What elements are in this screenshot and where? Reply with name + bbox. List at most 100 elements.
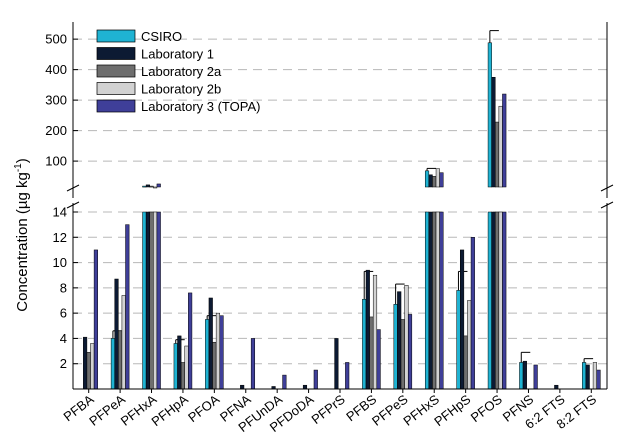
y-tick-label: 200 — [45, 123, 67, 138]
bar — [495, 211, 500, 390]
bar — [362, 298, 367, 390]
bar — [177, 335, 182, 390]
y-tick-label: 100 — [45, 154, 67, 169]
bar — [188, 292, 193, 390]
legend-swatch — [96, 47, 136, 60]
category-labels: PFBAPFPeAPFHxAPFHpAPFOAPFNAPFUnDAPFDoDAP… — [61, 391, 600, 435]
bar — [407, 314, 413, 390]
bar — [456, 290, 461, 390]
bar — [487, 211, 492, 390]
legend-label: Laboratory 3 (TOPA) — [141, 99, 260, 114]
bar — [142, 211, 147, 390]
x-tick-label: PFHpS — [431, 391, 474, 429]
bar — [145, 211, 150, 390]
bar — [435, 168, 440, 188]
bar — [282, 374, 287, 390]
bar — [86, 352, 91, 390]
bar — [491, 77, 496, 188]
bar — [502, 93, 507, 188]
bar — [432, 176, 437, 188]
y-tick-label: 500 — [45, 32, 67, 47]
bar — [596, 369, 601, 390]
bar — [582, 362, 587, 390]
y-tick-label: 8 — [60, 280, 67, 295]
bar — [393, 304, 398, 390]
axis-break-mark — [600, 184, 614, 192]
bar — [424, 211, 430, 390]
axis-break-mark — [600, 201, 614, 209]
bar — [205, 319, 210, 390]
bar — [585, 364, 590, 390]
bar — [219, 315, 224, 390]
bar — [533, 364, 538, 390]
x-tick-label: PFOS — [468, 391, 505, 425]
bar — [554, 384, 559, 390]
bar — [118, 330, 123, 390]
bar — [397, 291, 402, 390]
bar — [145, 184, 150, 188]
bar — [180, 362, 185, 390]
bar — [110, 338, 115, 390]
y-tick-label: 4 — [60, 331, 67, 346]
bar — [184, 345, 189, 390]
bar — [428, 174, 433, 188]
bar — [90, 343, 95, 390]
bar — [121, 295, 126, 390]
bar — [592, 362, 597, 390]
bar — [435, 211, 440, 390]
bar — [522, 360, 527, 390]
bar — [372, 274, 378, 390]
bar — [376, 329, 381, 390]
axis-break-mark — [66, 201, 80, 209]
y-axis-label-end: ) — [14, 158, 31, 163]
bar — [114, 278, 119, 390]
bar — [313, 369, 318, 390]
bar — [502, 211, 507, 390]
legend-swatch — [96, 64, 136, 78]
bar — [498, 211, 503, 390]
bar — [93, 249, 98, 390]
bar — [491, 211, 496, 390]
y-tick-label: 14 — [53, 205, 67, 220]
legend-label: Laboratory 2b — [141, 82, 221, 97]
bar — [212, 341, 217, 390]
bar — [302, 384, 308, 390]
bar — [156, 183, 161, 188]
y-tick-label: 400 — [45, 62, 67, 77]
bar — [83, 336, 88, 390]
bars — [83, 30, 601, 390]
y-tick-label: 12 — [53, 230, 67, 245]
bar — [439, 172, 444, 188]
bar — [463, 335, 468, 390]
bar — [400, 319, 405, 390]
bar — [215, 312, 221, 390]
bar — [487, 42, 492, 188]
legend: CSIRO Laboratory 1 Laboratory 2a Laboratory… — [96, 29, 260, 114]
bar — [439, 211, 444, 390]
legend-label: Laboratory 1 — [141, 47, 214, 62]
ticks: 100 200 300 400 500 2 4 6 8 10 12 14 — [45, 32, 592, 393]
bar — [369, 316, 374, 390]
x-tick-label: PFHpA — [149, 391, 192, 429]
bar — [156, 211, 161, 390]
bar — [365, 269, 370, 390]
y-axis-label-main: Concentration (µg kg — [14, 172, 31, 312]
bar — [173, 343, 178, 390]
legend-label: CSIRO — [141, 29, 182, 44]
bar — [149, 185, 154, 188]
legend-swatch — [96, 82, 136, 95]
bar — [459, 249, 465, 390]
bar — [149, 211, 154, 390]
bar — [424, 170, 430, 188]
bar — [345, 362, 350, 390]
bar — [432, 211, 437, 390]
bar — [334, 338, 339, 390]
legend-label: Laboratory 2a — [141, 64, 222, 79]
bar — [153, 211, 158, 390]
axis-break-mark — [66, 184, 80, 192]
legend-swatch — [96, 99, 136, 113]
bar — [153, 186, 158, 189]
bar — [250, 338, 256, 390]
legend-swatch — [96, 29, 136, 43]
